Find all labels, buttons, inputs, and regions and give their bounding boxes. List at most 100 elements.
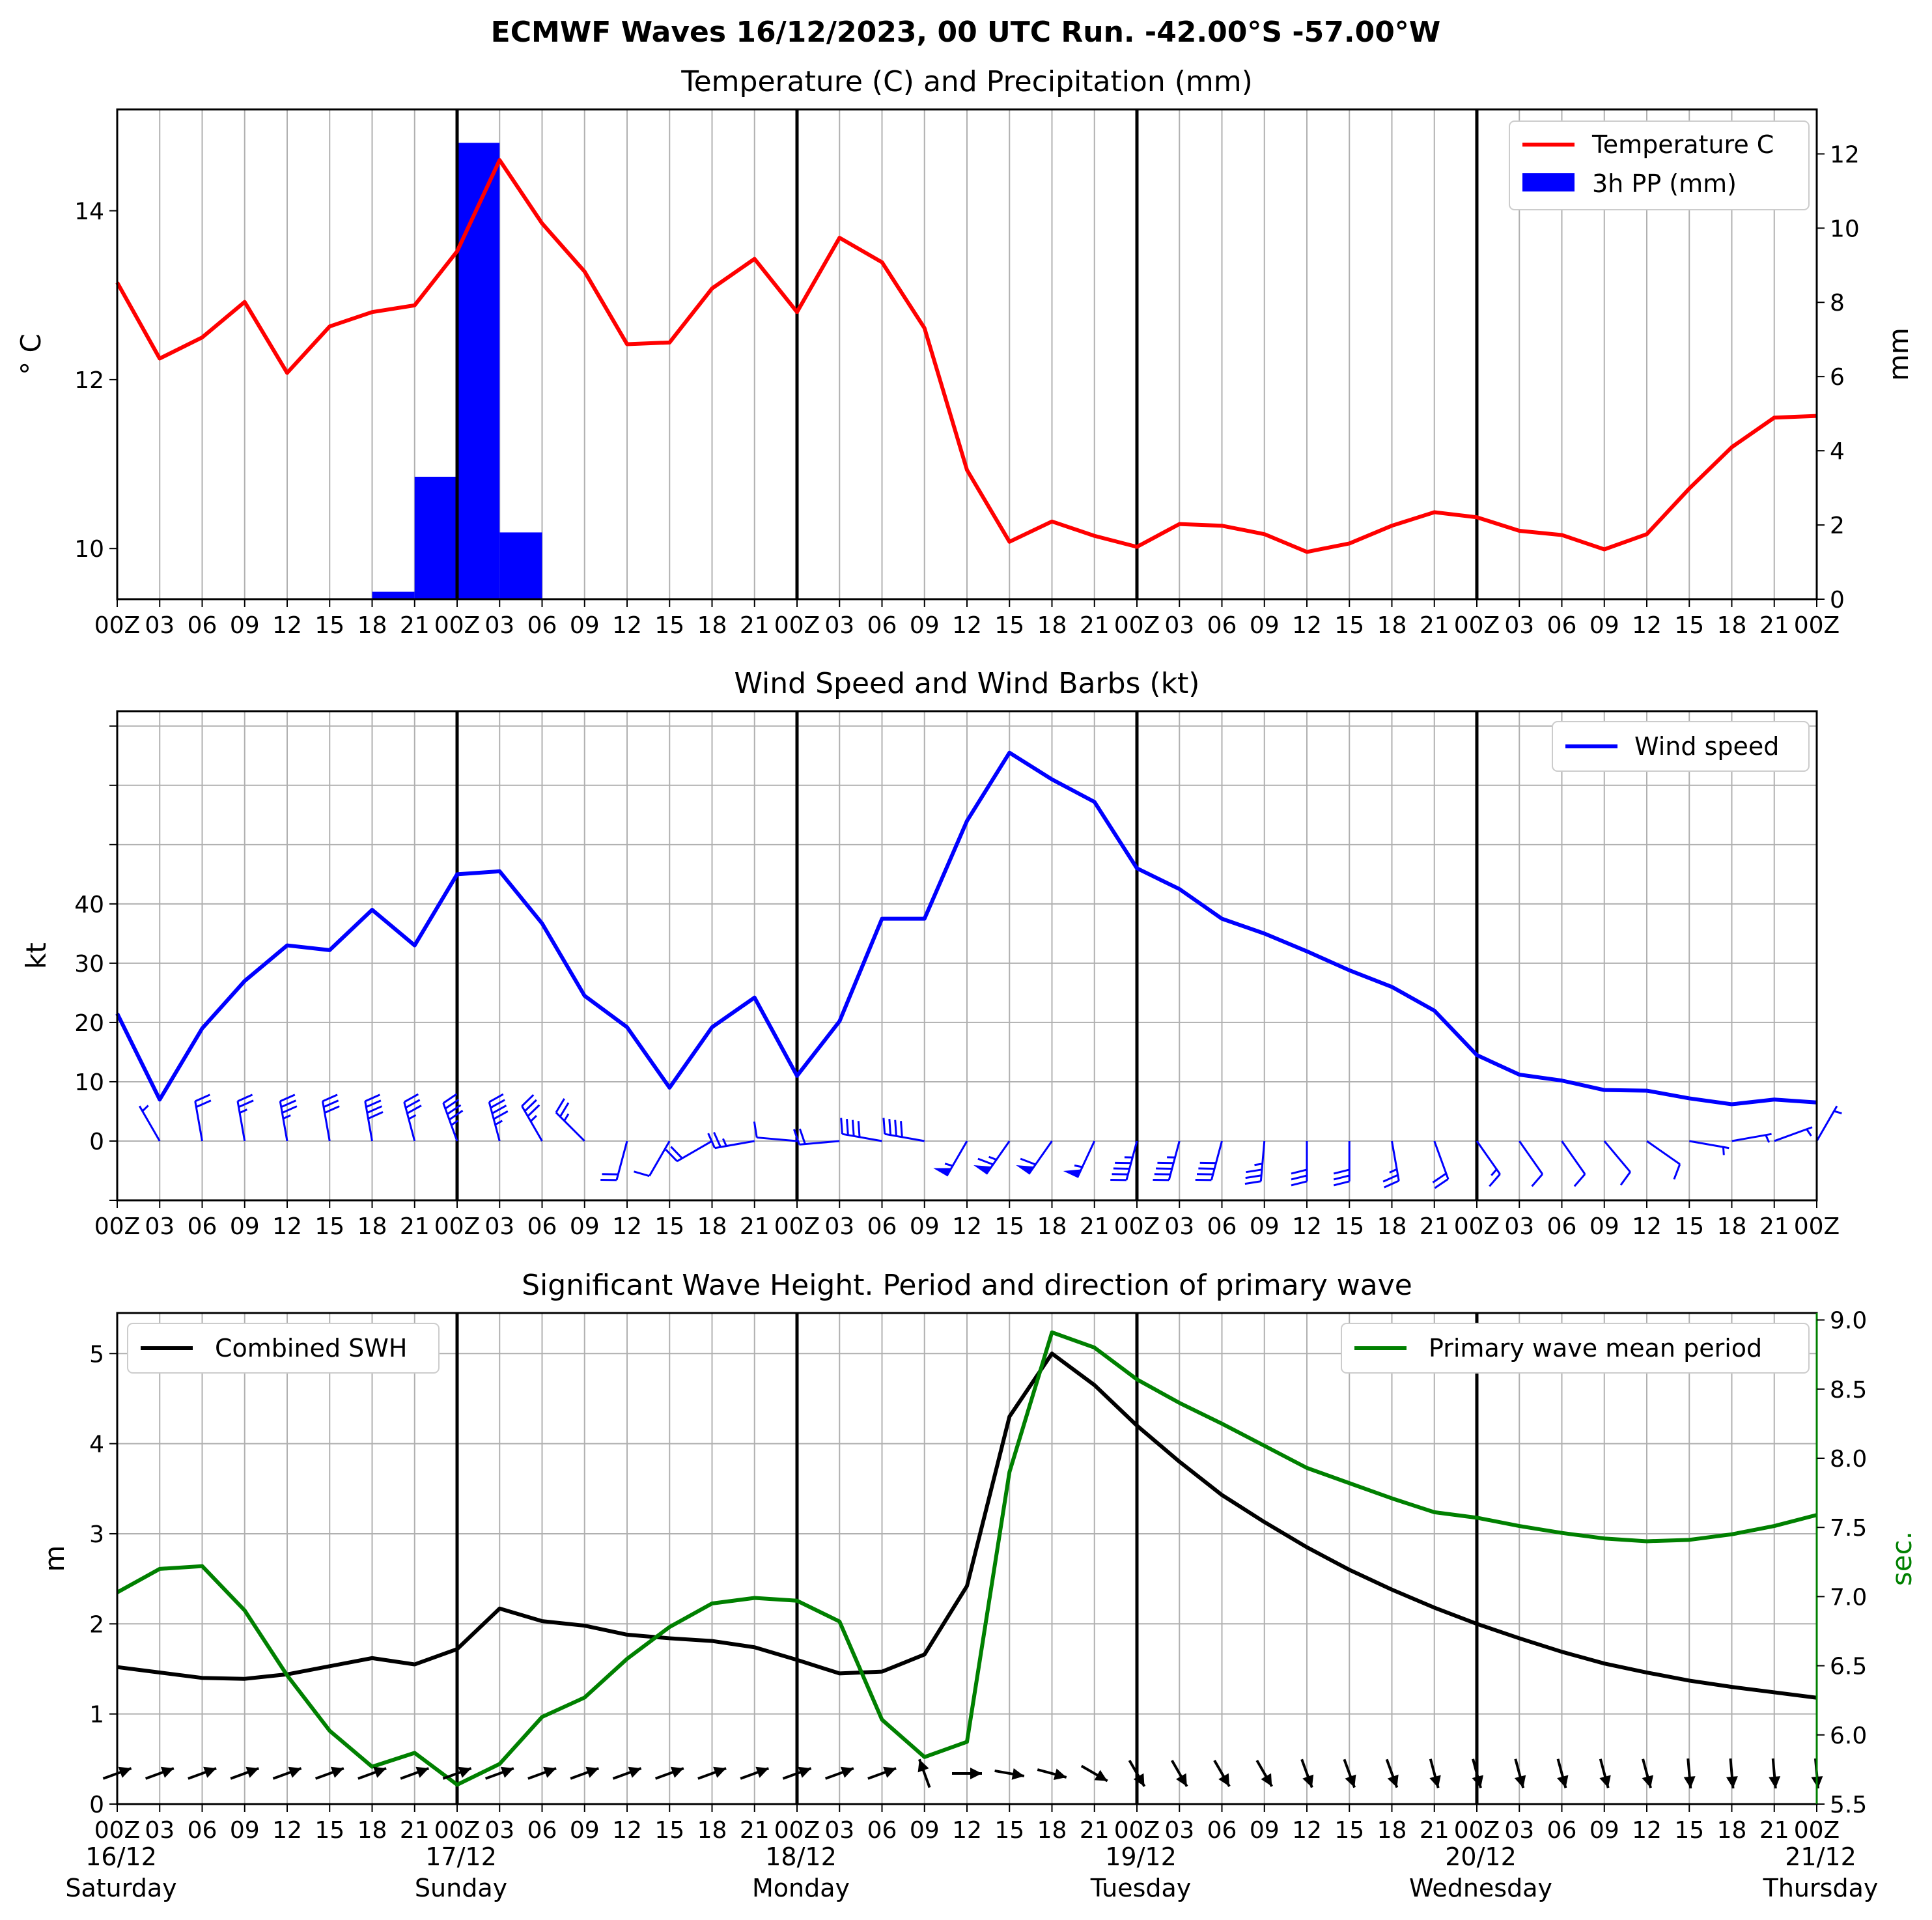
legend-label-period: Primary wave mean period — [1429, 1334, 1762, 1362]
wave-arrow-head — [798, 1766, 811, 1778]
y-tick-label-right: 7.0 — [1830, 1584, 1867, 1611]
wave-arrow-head — [1472, 1775, 1483, 1788]
x-tick-label: 00Z — [94, 612, 140, 639]
x-tick-label: 15 — [994, 1213, 1024, 1240]
wind-barb-staff — [648, 1140, 671, 1177]
x-tick-label: 03 — [1504, 1213, 1534, 1240]
wind-barb-full — [707, 1133, 716, 1149]
x-tick-label: 06 — [188, 1213, 217, 1240]
x-tick-label: 00Z — [1454, 1817, 1500, 1844]
x-tick-label: 21 — [1420, 612, 1449, 639]
y-tick-label: 5 — [89, 1341, 104, 1368]
wind-barb-staff — [1603, 1140, 1631, 1173]
wind-barb-staff — [615, 1140, 628, 1181]
wind-barb — [555, 1098, 585, 1142]
day-label-date: 21/12 — [1785, 1842, 1856, 1871]
wind-barb-full — [524, 1099, 537, 1112]
x-tick-label: 15 — [654, 612, 684, 639]
wave-direction-arrow — [1429, 1758, 1441, 1788]
wind-barb-full — [238, 1099, 254, 1108]
wind-barb-staff — [236, 1101, 246, 1142]
wind-barb-staff — [1125, 1140, 1138, 1181]
x-tick-label: 00Z — [774, 1817, 820, 1844]
wave-direction-arrow — [952, 1767, 982, 1779]
wave-direction-arrow — [824, 1766, 854, 1780]
x-tick-label: 09 — [910, 612, 940, 639]
x-tick-label: 15 — [1334, 1213, 1364, 1240]
x-tick-label: 12 — [952, 612, 982, 639]
x-tick-label: 12 — [1292, 612, 1322, 639]
wave-direction-arrow — [782, 1766, 812, 1780]
wind-barb — [1153, 1140, 1181, 1181]
wind-barb-half — [944, 1163, 953, 1167]
wind-barb — [634, 1140, 671, 1178]
x-tick-label: 21 — [1080, 612, 1110, 639]
wave-arrow-head — [458, 1766, 471, 1778]
y-axis-label: kt — [20, 942, 52, 969]
wind-barb-full — [492, 1105, 507, 1114]
wind-barb-staff — [1646, 1140, 1681, 1165]
wave-arrow-head — [1011, 1768, 1024, 1780]
wind-barb-full — [665, 1149, 678, 1163]
wind-barb-full — [527, 1104, 540, 1117]
wind-barb — [840, 1118, 882, 1142]
x-tick-label: 03 — [484, 612, 514, 639]
legend-box — [1552, 721, 1810, 772]
wind-barb-staff — [1433, 1140, 1449, 1179]
wind-barb-staff — [757, 1136, 798, 1142]
wind-barb-full — [490, 1099, 505, 1109]
wave-arrow-head — [1642, 1775, 1653, 1788]
wave-arrow-head — [1557, 1775, 1569, 1788]
wind-barb-full — [403, 1093, 419, 1103]
wind-barb — [600, 1140, 628, 1181]
wind-barb-full — [1291, 1168, 1308, 1175]
wave-direction-arrow — [654, 1766, 684, 1780]
wind-barb-full — [1432, 1172, 1447, 1183]
day-label-weekday: Monday — [752, 1874, 850, 1902]
day-label-date: 16/12 — [85, 1842, 157, 1871]
wind-barb-full — [488, 1093, 504, 1103]
wind-barb-half — [1389, 1168, 1397, 1174]
wind-barb-staff — [945, 1140, 968, 1177]
wave-arrow-head — [670, 1766, 684, 1778]
wave-arrow-head — [1302, 1774, 1314, 1788]
wind-barb-half — [451, 1120, 459, 1126]
wind-barb-full — [670, 1146, 683, 1159]
wind-barb-half — [563, 1113, 570, 1122]
legend-label-temperature: Temperature C — [1591, 130, 1774, 159]
wind-barb-staff — [403, 1101, 416, 1142]
x-tick-label: 06 — [1547, 1817, 1577, 1844]
wind-barb-half — [988, 1155, 997, 1161]
wave-arrow-head — [500, 1766, 514, 1778]
x-tick-label: 09 — [1589, 612, 1619, 639]
x-tick-label: 18 — [357, 1213, 387, 1240]
x-tick-label: 21 — [740, 612, 770, 639]
x-tick-label: 00Z — [1794, 612, 1840, 639]
x-tick-label: 03 — [484, 1213, 514, 1240]
x-tick-label: 18 — [357, 612, 387, 639]
wind-barb — [403, 1093, 422, 1142]
wave-direction-arrow — [697, 1766, 727, 1780]
wind-barb-full — [1434, 1178, 1449, 1189]
wind-barb-full — [792, 1129, 800, 1145]
wind-barb — [322, 1094, 340, 1142]
x-tick-label: 03 — [1504, 612, 1534, 639]
wind-barb-full — [840, 1118, 843, 1135]
x-tick-label: 00Z — [434, 1213, 480, 1240]
x-tick-label: 12 — [952, 1213, 982, 1240]
x-tick-label: 00Z — [94, 1213, 140, 1240]
wind-barb-half — [1491, 1168, 1498, 1176]
wave-arrow-head — [1218, 1773, 1229, 1786]
wind-barb — [1244, 1140, 1266, 1185]
wind-barb — [753, 1121, 798, 1142]
wind-barb-half — [1806, 1129, 1812, 1136]
wind-barb — [973, 1140, 1011, 1175]
x-tick-label: 15 — [315, 1817, 344, 1844]
y-tick-label-right: 6.0 — [1830, 1723, 1867, 1749]
wind-barb-full — [1245, 1174, 1262, 1179]
wind-barb-full — [1573, 1173, 1586, 1187]
wind-barb-full — [405, 1099, 421, 1109]
wind-barb-staff — [138, 1105, 161, 1142]
wind-barb-full — [1673, 1163, 1681, 1180]
x-tick-label: 09 — [910, 1817, 940, 1844]
